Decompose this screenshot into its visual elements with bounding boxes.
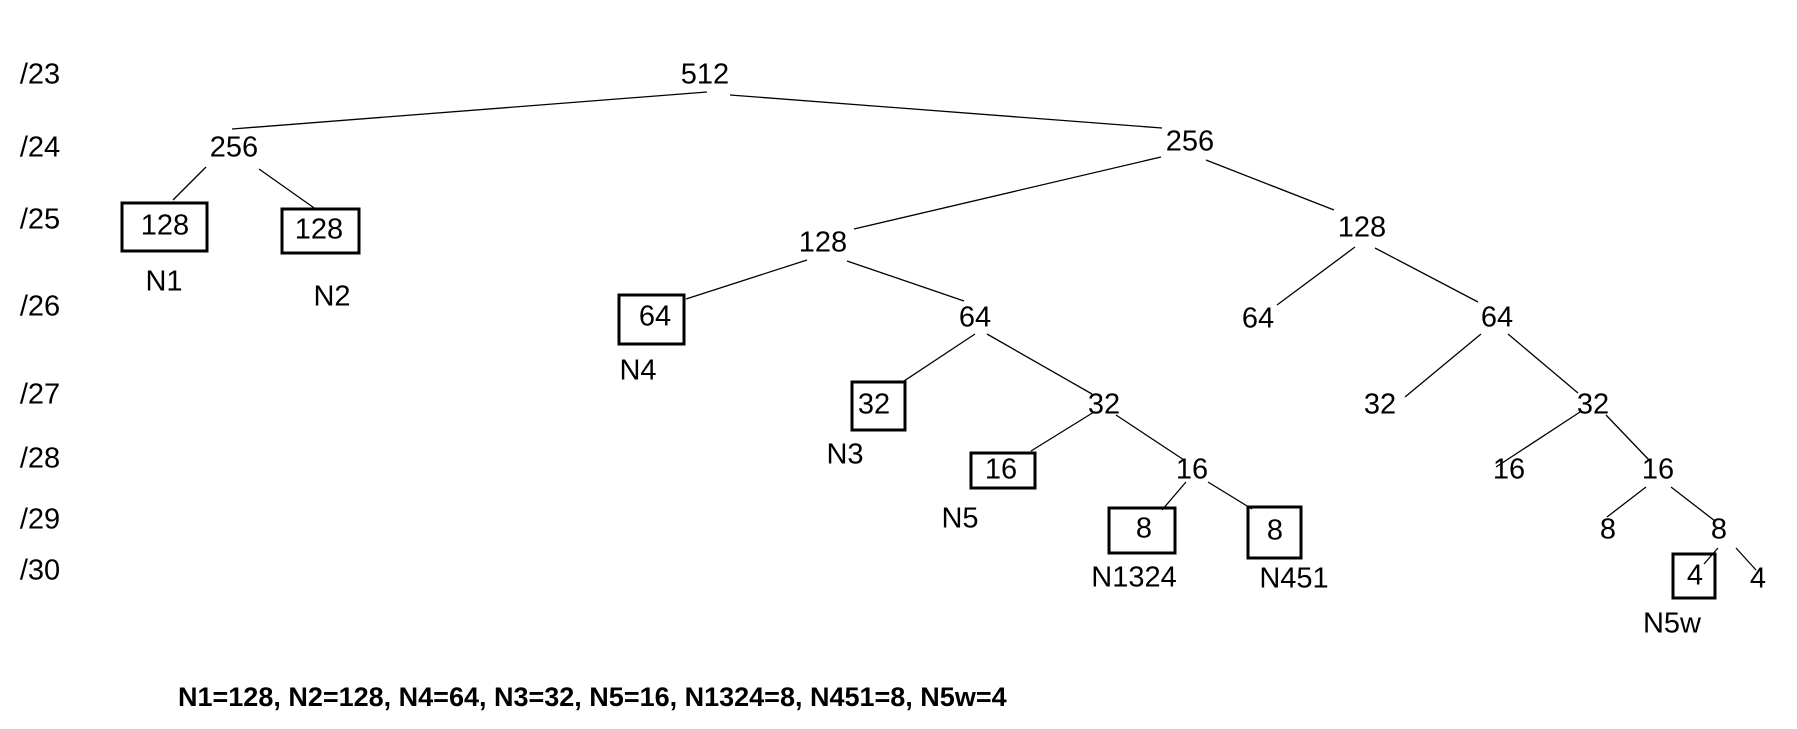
block-size: 128 [799,227,847,259]
block-size: 64 [959,302,991,334]
edge-a-a2 [258,168,318,211]
edge-b1b-b1ba [900,333,976,384]
edge-b-b1 [853,156,1162,230]
edge-b2bbbb-x4b [1735,547,1757,571]
prefix-label: /30 [20,555,60,587]
edge-b1bbb-b1bbbb [1207,481,1253,510]
allocated-block-size: 8 [1136,513,1152,545]
network-name-label: N4 [619,355,656,387]
block-size: 64 [1242,303,1274,335]
prefix-label: /26 [20,291,60,323]
allocated-subnet-box [850,380,907,432]
block-size: 16 [1176,454,1208,486]
edge-b2b-b2ba [1404,333,1482,398]
edge-b-b2 [1205,159,1335,211]
allocation-summary: N1=128, N2=128, N4=64, N3=32, N5=16, N13… [178,682,1007,712]
edge-b2b-b2bb [1507,333,1579,394]
edge-b1bb-b1bbb [1115,414,1185,461]
edge-b2bbbb-x4a [1703,547,1719,565]
prefix-label: /24 [20,132,60,164]
nodes-layer: 512 256 256 128 N1 128 N2 128 128 64 N4 64 64 64 32 N3 3… [120,59,1766,640]
prefix-column: /23/24/25/26/27/28/29/30 [20,59,60,587]
block-size: 32 [1577,389,1609,421]
prefix-label: /23 [20,59,60,91]
edge-b1-b1b [846,260,965,302]
edge-r-a [231,91,708,130]
network-name-label: N451 [1259,563,1328,595]
network-name-label: N5 [941,503,978,535]
block-size: 32 [1088,389,1120,421]
allocated-subnet-box [120,201,209,253]
edge-b2-b2b [1374,247,1479,303]
allocated-block-size: 8 [1267,515,1283,547]
allocated-block-size: 16 [985,454,1017,486]
allocated-subnet-box [969,451,1037,490]
network-name-label: N1324 [1091,562,1176,594]
allocated-subnet-box [280,207,361,255]
edge-b1bb-b1bba [1030,411,1095,452]
prefix-label: /29 [20,504,60,536]
allocated-subnet-box [617,293,686,346]
allocated-block-size: 128 [295,214,343,246]
block-size: 16 [1493,454,1525,486]
edge-b2bb-b2bbb [1605,414,1650,461]
network-name-label: N3 [826,439,863,471]
allocated-block-size: 64 [639,301,671,333]
network-name-label: N2 [313,281,350,313]
allocated-block-size: 32 [858,389,890,421]
allocated-block-size: 128 [141,210,189,242]
block-size: 8 [1600,514,1616,546]
prefix-label: /25 [20,204,60,236]
edge-b2bbb-b2bbbb [1670,486,1716,522]
edge-b2-b2a [1276,246,1356,306]
block-size: 128 [1338,212,1386,244]
edge-a-a1 [172,166,207,201]
block-size: 512 [681,59,729,91]
block-size: 256 [1166,126,1214,158]
block-size: 16 [1642,454,1674,486]
block-size: 64 [1481,302,1513,334]
edge-b2bb-b2bba [1495,411,1581,468]
allocated-subnet-box [1671,552,1717,600]
network-name-label: N5w [1643,608,1702,640]
block-size: 256 [210,132,258,164]
allocated-subnet-box [1107,506,1177,555]
edge-r-b [729,94,1163,129]
network-name-label: N1 [145,266,182,298]
block-size: 32 [1364,389,1396,421]
edge-b1-b1a [685,259,808,300]
block-size: 4 [1750,563,1766,595]
edge-b1bbb-b1bbba [1161,481,1187,511]
edge-b1b-b1bb [986,333,1093,395]
block-size: 8 [1711,514,1727,546]
prefix-label: /28 [20,443,60,475]
edges-layer [172,91,1757,571]
prefix-label: /27 [20,379,60,411]
allocated-subnet-box [1246,505,1303,560]
allocated-block-size: 4 [1687,560,1703,592]
edge-b2bbb-b2bbba [1606,486,1647,518]
